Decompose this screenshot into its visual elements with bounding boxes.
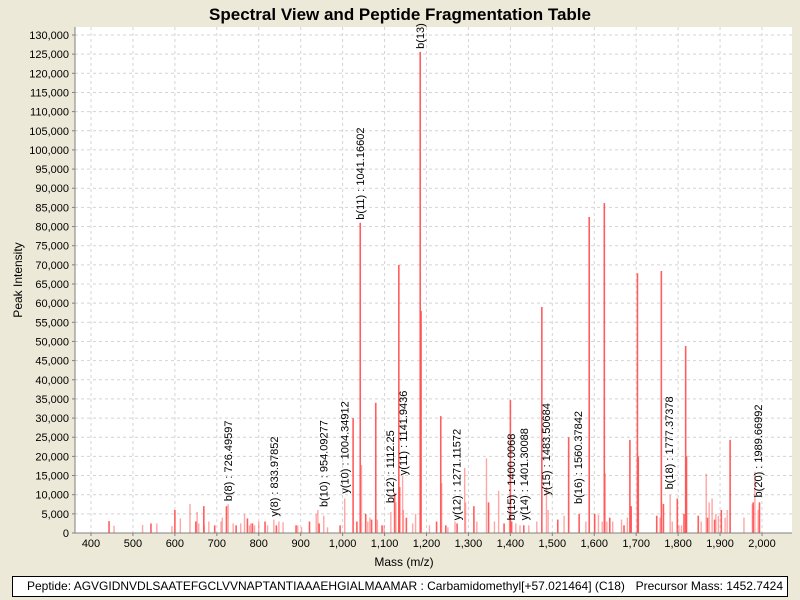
- x-tick-label: 1,000: [329, 538, 357, 550]
- peak-label: y(15) : 1483.50684: [541, 403, 553, 495]
- peak-label: y(14) : 1401.30088: [519, 428, 531, 520]
- x-tick-label: 800: [250, 538, 268, 550]
- peak-label: b(13): [415, 23, 427, 49]
- peak-label: b(8) : 726.49597: [223, 421, 235, 502]
- x-tick-label: 1,800: [664, 538, 692, 550]
- x-tick-label: 900: [292, 538, 310, 550]
- x-tick-label: 1,400: [497, 538, 525, 550]
- peptide-text: Peptide: AGVGIDNVDLSAATEFGCLVVNAPTANTIAA…: [27, 579, 625, 593]
- x-tick-label: 1,200: [413, 538, 441, 550]
- y-tick-label: 95,000: [35, 164, 69, 176]
- x-tick-label: 2,000: [748, 538, 776, 550]
- y-tick-label: 100,000: [29, 145, 69, 157]
- peak-label: b(12) : 1112.25: [385, 430, 397, 503]
- peak-label: b(20) : 1989.66992: [753, 404, 765, 497]
- y-tick-label: 40,000: [35, 375, 69, 387]
- peak-label: b(11) : 1041.16602: [355, 128, 367, 220]
- y-tick-label: 85,000: [35, 202, 69, 214]
- y-tick-label: 110,000: [30, 107, 69, 119]
- y-tick-label: 125,000: [29, 49, 69, 61]
- y-tick-label: 30,000: [35, 413, 69, 425]
- peak-label: y(8) : 833.97852: [269, 436, 281, 516]
- y-tick-label: 60,000: [35, 298, 69, 310]
- peaks: [108, 51, 761, 533]
- y-axis-label: Peak Intensity: [11, 242, 25, 317]
- y-tick-label: 45,000: [35, 356, 69, 368]
- y-tick-label: 0: [63, 528, 69, 540]
- x-tick-label: 700: [208, 538, 226, 550]
- y-tick-label: 70,000: [35, 260, 69, 272]
- y-tick-label: 55,000: [35, 317, 69, 329]
- y-tick-label: 35,000: [35, 394, 69, 406]
- peak-label: y(10) : 1004.34912: [340, 401, 352, 493]
- precursor-mass: Precursor Mass: 1452.7424: [635, 579, 783, 593]
- x-tick-label: 1,600: [580, 538, 608, 550]
- y-tick-label: 130,000: [29, 30, 69, 42]
- x-tick-label: 500: [124, 538, 142, 550]
- y-tick-label: 120,000: [29, 68, 69, 80]
- x-tick-label: 600: [166, 538, 184, 550]
- x-tick-label: 1,700: [622, 538, 650, 550]
- x-tick-label: 1,300: [455, 538, 483, 550]
- peak-label: b(18) : 1777.37378: [664, 396, 676, 489]
- x-tick-label: 1,100: [371, 538, 399, 550]
- x-tick-label: 1,900: [706, 538, 734, 550]
- y-tick-label: 10,000: [35, 490, 69, 502]
- peak-label: y(12) : 1271.11572: [452, 429, 464, 521]
- y-tick-label: 20,000: [35, 451, 69, 463]
- y-tick-label: 5,000: [41, 509, 69, 521]
- x-axis-label: Mass (m/z): [374, 555, 433, 569]
- axes: 0 5,000 10,000 15,000 20,000 25,000 30,000 35,0…: [29, 27, 792, 550]
- y-tick-label: 115,000: [30, 87, 69, 99]
- y-tick-label: 65,000: [35, 279, 69, 291]
- x-tick-label: 400: [82, 538, 100, 550]
- y-tick-label: 90,000: [35, 183, 69, 195]
- y-tick-label: 25,000: [35, 432, 69, 444]
- peak-label: b(15) : 1400.0068: [506, 434, 518, 521]
- y-tick-label: 50,000: [35, 336, 69, 348]
- peak-label: b(10) : 954.09277: [318, 420, 330, 507]
- y-tick-label: 15,000: [35, 471, 69, 483]
- plot-area: [75, 27, 792, 533]
- grid: [75, 27, 792, 533]
- y-tick-label: 75,000: [35, 241, 69, 253]
- peak-label: b(16) : 1560.37842: [573, 411, 585, 504]
- peak-annotations: b(8) : 726.49597 y(8) : 833.97852 b(10) : …: [223, 23, 765, 520]
- y-tick-label: 80,000: [35, 222, 69, 234]
- peptide-info-box: Peptide: AGVGIDNVDLSAATEFGCLVVNAPTANTIAA…: [12, 576, 788, 597]
- x-tick-label: 1,500: [539, 538, 567, 550]
- y-tick-label: 105,000: [29, 126, 69, 138]
- peak-label: y(11) : 1141.9436: [398, 391, 410, 476]
- chart-title: Spectral View and Peptide Fragmentation …: [209, 5, 591, 24]
